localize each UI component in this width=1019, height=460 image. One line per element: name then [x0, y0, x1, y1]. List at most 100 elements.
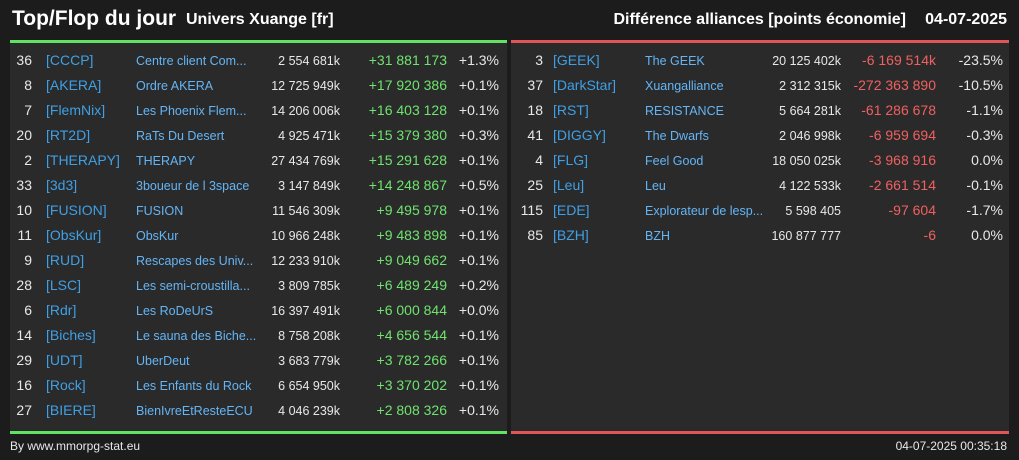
- rank-cell: 7: [24, 102, 32, 118]
- header: Top/Flop du jour Univers Xuange [fr] Dif…: [0, 0, 1019, 40]
- diff-cell: +3 370 202: [376, 377, 447, 393]
- points-cell: 5 664 281k: [779, 104, 841, 118]
- alliance-name-link[interactable]: 3boueur de l 3space: [136, 179, 250, 193]
- alliance-tag-link[interactable]: [Rdr]: [46, 302, 77, 318]
- alliance-tag-link[interactable]: [DIGGY]: [553, 127, 606, 143]
- alliance-tag-link[interactable]: [RUD]: [46, 252, 85, 268]
- alliance-name-link[interactable]: BZH: [645, 229, 670, 243]
- top-row: 2 [THERAPY] THERAPY 27 434 769k +15 291 628 +…: [10, 148, 507, 173]
- alliance-tag-link[interactable]: [LSC]: [46, 277, 82, 293]
- alliance-name-link[interactable]: RaTs Du Desert: [136, 129, 225, 143]
- footer-source[interactable]: By www.mmorpg-stat.eu: [10, 439, 141, 453]
- alliance-name-link[interactable]: Les RoDeUrS: [136, 304, 214, 318]
- points-cell: 5 598 405: [785, 204, 841, 218]
- alliance-name-link[interactable]: Centre client Com...: [136, 54, 247, 68]
- rank-cell: 41: [527, 127, 543, 143]
- alliance-name-link[interactable]: Le sauna des Biche...: [136, 329, 257, 343]
- points-cell: 20 125 402k: [772, 54, 841, 68]
- alliance-name-link[interactable]: Rescapes des Univ...: [136, 254, 254, 268]
- alliance-tag-link[interactable]: [CCCP]: [46, 52, 94, 68]
- alliance-name-link[interactable]: Les Phoenix Flem...: [136, 104, 247, 118]
- rank-cell: 115: [520, 202, 543, 218]
- alliance-tag-link[interactable]: [ObsKur]: [46, 227, 102, 243]
- page-title: Top/Flop du jour: [12, 7, 177, 30]
- points-cell: 6 654 950k: [278, 379, 340, 393]
- percent-cell: +0.1%: [458, 352, 499, 368]
- alliance-tag-link[interactable]: [EDE]: [553, 202, 590, 218]
- alliance-tag-link[interactable]: [RST]: [553, 102, 589, 118]
- rank-cell: 37: [527, 77, 543, 93]
- alliance-tag-link[interactable]: [FUSION]: [46, 202, 107, 218]
- top-row: 27 [BIERE] BienIvreEtResteECU 4 046 239k +2 …: [10, 398, 507, 423]
- rank-cell: 11: [17, 227, 32, 243]
- flop-row: 4 [FLG] Feel Good 18 050 025k -3 968 916 0.0%: [511, 148, 1009, 173]
- alliance-tag-link[interactable]: [FlemNix]: [46, 102, 106, 118]
- alliance-name-link[interactable]: The Dwarfs: [645, 129, 709, 143]
- points-cell: 2 554 681k: [278, 54, 340, 68]
- alliance-tag-link[interactable]: [THERAPY]: [46, 152, 120, 168]
- diff-cell: +9 495 978: [376, 202, 447, 218]
- diff-cell: +9 483 898: [376, 227, 447, 243]
- rank-cell: 18: [527, 102, 543, 118]
- alliance-name-link[interactable]: Les semi-croustilla...: [136, 279, 250, 293]
- subtitle: Différence alliances [points économie]: [613, 11, 906, 28]
- alliance-tag-link[interactable]: [Biches]: [46, 327, 96, 343]
- rank-cell: 2: [24, 152, 32, 168]
- rank-cell: 6: [24, 302, 32, 318]
- percent-cell: +0.1%: [458, 77, 499, 93]
- alliance-tag-link[interactable]: [FLG]: [553, 152, 589, 168]
- diff-cell: +31 881 173: [368, 52, 447, 68]
- diff-cell: -6 169 514k: [862, 52, 936, 68]
- alliance-tag-link[interactable]: [GEEK]: [553, 52, 600, 68]
- rank-cell: 14: [16, 327, 32, 343]
- alliance-name-link[interactable]: RESISTANCE: [645, 104, 724, 118]
- alliance-name-link[interactable]: Feel Good: [645, 154, 704, 168]
- rank-cell: 33: [16, 177, 32, 193]
- alliance-name-link[interactable]: Ordre AKERA: [136, 79, 214, 93]
- flop-row: 37 [DarkStar] Xuangalliance 2 312 315k -272 …: [511, 73, 1009, 98]
- points-cell: 27 434 769k: [271, 154, 340, 168]
- points-cell: 4 122 533k: [779, 179, 841, 193]
- alliance-name-link[interactable]: Les Enfants du Rock: [136, 379, 252, 393]
- alliance-name-link[interactable]: ObsKur: [136, 229, 179, 243]
- points-cell: 3 809 785k: [278, 279, 340, 293]
- flop-row: 41 [DIGGY] The Dwarfs 2 046 998k -6 959 694 -…: [511, 123, 1009, 148]
- percent-cell: +0.2%: [458, 277, 499, 293]
- alliance-name-link[interactable]: Leu: [645, 179, 666, 193]
- diff-cell: -2 661 514: [869, 177, 936, 193]
- alliance-name-link[interactable]: THERAPY: [136, 154, 196, 168]
- alliance-tag-link[interactable]: [BIERE]: [46, 402, 96, 418]
- alliance-name-link[interactable]: Explorateur de lesp...: [645, 204, 764, 218]
- top-row: 8 [AKERA] Ordre AKERA 12 725 949k +17 920 38…: [10, 73, 507, 98]
- top-row: 16 [Rock] Les Enfants du Rock 6 654 950k +3 …: [10, 373, 507, 398]
- flop-row: 25 [Leu] Leu 4 122 533k -2 661 514 -0.1%: [511, 173, 1009, 198]
- alliance-tag-link[interactable]: [DarkStar]: [553, 77, 617, 93]
- percent-cell: -1.1%: [966, 102, 1003, 118]
- points-cell: 8 758 208k: [278, 329, 340, 343]
- diff-cell: +16 403 128: [368, 102, 447, 118]
- alliance-name-link[interactable]: Xuangalliance: [645, 79, 724, 93]
- percent-cell: +0.1%: [458, 402, 499, 418]
- alliance-tag-link[interactable]: [3d3]: [46, 177, 78, 193]
- alliance-name-link[interactable]: FUSION: [136, 204, 184, 218]
- alliance-tag-link[interactable]: [BZH]: [553, 227, 589, 243]
- alliance-tag-link[interactable]: [AKERA]: [46, 77, 102, 93]
- alliance-tag-link[interactable]: [RT2D]: [46, 127, 91, 143]
- diff-cell: -6: [923, 227, 936, 243]
- alliance-tag-link[interactable]: [UDT]: [46, 352, 83, 368]
- rank-cell: 3: [535, 52, 543, 68]
- points-cell: 10 966 248k: [271, 229, 340, 243]
- top-panel: 36 [CCCP] Centre client Com... 2 554 681k +3…: [10, 40, 507, 434]
- percent-cell: 0.0%: [971, 152, 1003, 168]
- alliance-name-link[interactable]: UberDeut: [136, 354, 190, 368]
- alliance-name-link[interactable]: BienIvreEtResteECU: [136, 404, 253, 418]
- alliance-tag-link[interactable]: [Leu]: [553, 177, 585, 193]
- points-cell: 3 683 779k: [278, 354, 340, 368]
- percent-cell: +0.1%: [458, 327, 499, 343]
- diff-cell: +6 000 844: [376, 302, 447, 318]
- alliance-name-link[interactable]: The GEEK: [645, 54, 705, 68]
- rank-cell: 36: [16, 52, 32, 68]
- points-cell: 4 925 471k: [278, 129, 340, 143]
- alliance-tag-link[interactable]: [Rock]: [46, 377, 86, 393]
- top-row: 20 [RT2D] RaTs Du Desert 4 925 471k +15 379 …: [10, 123, 507, 148]
